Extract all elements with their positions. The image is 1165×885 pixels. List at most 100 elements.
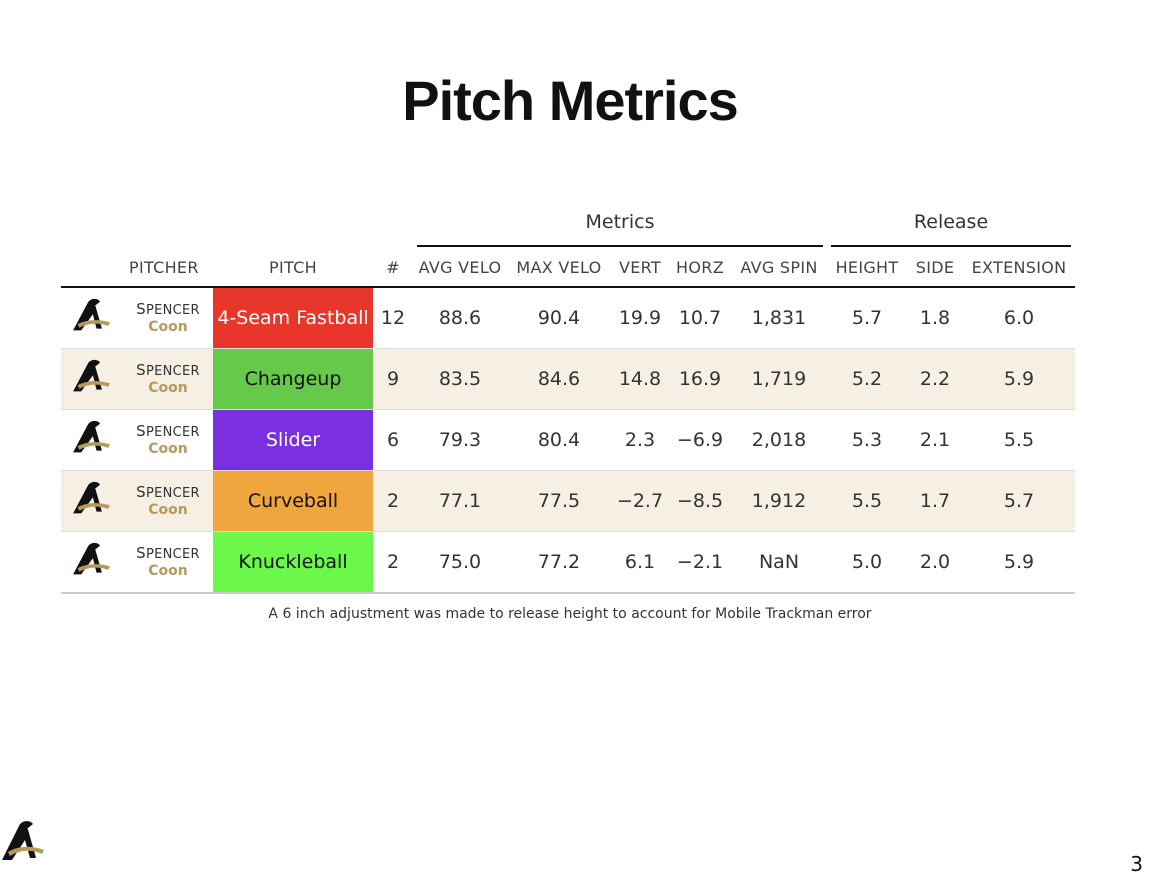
avg-spin-cell: NaN — [731, 531, 828, 594]
table-row: SPENCER Coon Changeup 9 83.5 84.6 14.8 16.9 1,71… — [61, 348, 1076, 410]
metrics-group-header: Metrics — [413, 198, 827, 248]
avg-spin-cell: 2,018 — [731, 409, 828, 471]
team-logo-icon — [61, 348, 123, 410]
pitch-type-label: Slider — [213, 410, 373, 470]
table-row: SPENCER Coon 4-Seam Fastball 12 88.6 90.4 19.9… — [61, 287, 1076, 349]
avg-spin-cell: 1,912 — [731, 470, 828, 532]
side-cell: 2.1 — [907, 409, 964, 471]
horz-cell: 16.9 — [669, 348, 731, 410]
max-velo-cell: 77.2 — [507, 531, 611, 594]
max-velo-column-header: MAX VELO — [507, 248, 611, 288]
pitch-type-cell: Curveball — [213, 470, 373, 532]
extension-cell: 5.7 — [963, 470, 1076, 532]
table-body: SPENCER Coon 4-Seam Fastball 12 88.6 90.4 19.9… — [61, 287, 1076, 594]
table-row: SPENCER Coon Slider 6 79.3 80.4 2.3 −6.9 2,018 5.… — [61, 409, 1076, 471]
team-logo-icon — [61, 409, 123, 471]
max-velo-cell: 80.4 — [507, 409, 611, 471]
count-cell: 12 — [373, 287, 413, 349]
vert-cell: 19.9 — [611, 287, 669, 349]
pitcher-first-name: SPENCER — [136, 483, 200, 501]
avg-velo-column-header: AVG VELO — [413, 248, 507, 288]
extension-column-header: EXTENSION — [963, 248, 1076, 288]
table-row: SPENCER Coon Knuckleball 2 75.0 77.2 6.1 −2.1 Na… — [61, 531, 1076, 594]
count-cell: 2 — [373, 531, 413, 594]
extension-cell: 5.9 — [963, 348, 1076, 410]
avg-velo-cell: 83.5 — [413, 348, 507, 410]
extension-cell: 6.0 — [963, 287, 1076, 349]
avg-spin-cell: 1,719 — [731, 348, 828, 410]
horz-cell: 10.7 — [669, 287, 731, 349]
pitcher-cell: SPENCER Coon — [123, 348, 213, 410]
pitch-type-label: 4-Seam Fastball — [213, 288, 373, 348]
avg-spin-cell: 1,831 — [731, 287, 828, 349]
side-cell: 1.7 — [907, 470, 964, 532]
pitcher-cell: SPENCER Coon — [123, 531, 213, 594]
height-cell: 5.0 — [827, 531, 908, 594]
pitcher-cell: SPENCER Coon — [123, 409, 213, 471]
table-row: SPENCER Coon Curveball 2 77.1 77.5 −2.7 −8.5 1,9… — [61, 470, 1076, 532]
max-velo-cell: 84.6 — [507, 348, 611, 410]
count-cell: 9 — [373, 348, 413, 410]
page-title: Pitch Metrics — [402, 69, 739, 132]
pitch-type-cell: Knuckleball — [213, 531, 373, 594]
column-header-row: PITCHER PITCH # AVG VELO MAX VELO VERT H… — [61, 248, 1076, 288]
pitch-type-label: Knuckleball — [213, 532, 373, 592]
count-cell: 6 — [373, 409, 413, 471]
pitcher-last-name: Coon — [148, 441, 188, 457]
height-cell: 5.3 — [827, 409, 908, 471]
height-cell: 5.2 — [827, 348, 908, 410]
avg-spin-column-header: AVG SPIN — [731, 248, 828, 288]
pitch-type-label: Curveball — [213, 471, 373, 531]
pitcher-cell: SPENCER Coon — [123, 470, 213, 532]
max-velo-cell: 90.4 — [507, 287, 611, 349]
avg-velo-cell: 75.0 — [413, 531, 507, 594]
height-column-header: HEIGHT — [827, 248, 908, 288]
pitch-type-cell: Slider — [213, 409, 373, 471]
pitch-type-cell: 4-Seam Fastball — [213, 287, 373, 349]
team-logo-icon — [61, 470, 123, 532]
pitcher-cell: SPENCER Coon — [123, 287, 213, 349]
vert-cell: 14.8 — [611, 348, 669, 410]
team-logo-icon — [0, 818, 48, 868]
pitcher-first-name: SPENCER — [136, 361, 200, 379]
horz-cell: −2.1 — [669, 531, 731, 594]
pitcher-first-name: SPENCER — [136, 544, 200, 562]
pitcher-first-name: SPENCER — [136, 300, 200, 318]
height-cell: 5.5 — [827, 470, 908, 532]
avg-velo-cell: 88.6 — [413, 287, 507, 349]
extension-cell: 5.9 — [963, 531, 1076, 594]
side-cell: 2.0 — [907, 531, 964, 594]
max-velo-cell: 77.5 — [507, 470, 611, 532]
count-column-header: # — [373, 248, 413, 288]
pitcher-last-name: Coon — [148, 502, 188, 518]
vert-cell: −2.7 — [611, 470, 669, 532]
pitcher-first-name: SPENCER — [136, 422, 200, 440]
extension-cell: 5.5 — [963, 409, 1076, 471]
pitch-metrics-table: Metrics Release PITCHER PITCH # AVG VELO… — [61, 198, 1076, 594]
logo-column-header — [61, 248, 123, 288]
count-cell: 2 — [373, 470, 413, 532]
group-header-spacer — [61, 198, 413, 248]
page-number: 3 — [1130, 852, 1143, 876]
side-cell: 2.2 — [907, 348, 964, 410]
horz-cell: −8.5 — [669, 470, 731, 532]
pitcher-last-name: Coon — [148, 319, 188, 335]
pitch-column-header: PITCH — [213, 248, 373, 288]
footnote: A 6 inch adjustment was made to release … — [268, 606, 872, 622]
height-cell: 5.7 — [827, 287, 908, 349]
pitcher-last-name: Coon — [148, 563, 188, 579]
team-logo-icon — [61, 287, 123, 349]
horz-cell: −6.9 — [669, 409, 731, 471]
release-group-header: Release — [827, 198, 1075, 248]
pitcher-last-name: Coon — [148, 380, 188, 396]
pitcher-column-header: PITCHER — [123, 248, 213, 288]
vert-column-header: VERT — [611, 248, 669, 288]
pitch-type-cell: Changeup — [213, 348, 373, 410]
side-column-header: SIDE — [907, 248, 964, 288]
avg-velo-cell: 77.1 — [413, 470, 507, 532]
avg-velo-cell: 79.3 — [413, 409, 507, 471]
vert-cell: 6.1 — [611, 531, 669, 594]
group-header-row: Metrics Release — [61, 198, 1075, 248]
team-logo-icon — [61, 531, 123, 594]
vert-cell: 2.3 — [611, 409, 669, 471]
